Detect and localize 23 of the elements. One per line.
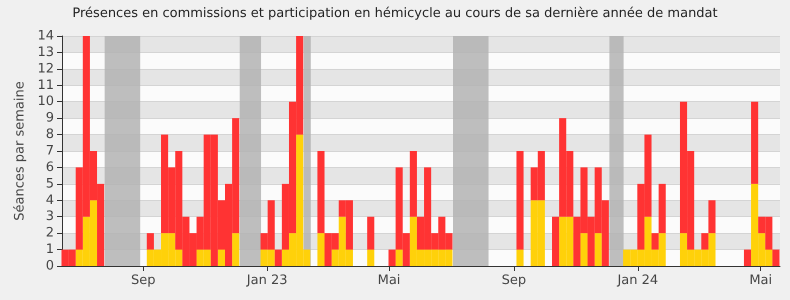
y-tick-label: 7: [46, 144, 54, 158]
y-tick-label: 2: [46, 226, 54, 241]
y-tick-label: 14: [37, 28, 54, 44]
x-tick-label: Mai: [749, 273, 772, 288]
x-tick-label: Jan 24: [616, 273, 658, 288]
y-tick-label: 9: [46, 110, 54, 126]
y-axis-title: Séances par semaine: [12, 81, 28, 221]
chart-title: Présences en commissions et participation en hémicycle au cours de sa dernière année de mandat: [72, 6, 718, 21]
y-tick-label: 3: [46, 209, 54, 224]
y-tick-label: 13: [37, 44, 54, 60]
y-tick-label: 8: [46, 127, 54, 142]
x-tick-label: Jan 23: [246, 273, 288, 288]
x-tick-label: Mai: [378, 273, 400, 288]
x-tick-label: Sep: [130, 273, 156, 288]
y-tick-label: 12: [37, 61, 54, 76]
y-tick-label: 1: [46, 242, 54, 258]
y-tick-label: 5: [46, 176, 54, 192]
y-tick-label: 0: [46, 258, 54, 274]
y-tick-label: 10: [37, 94, 54, 110]
y-tick-label: 4: [46, 192, 54, 208]
y-tick-label: 6: [46, 160, 54, 175]
y-tick-label: 11: [37, 78, 54, 93]
x-tick-label: Sep: [502, 273, 526, 288]
